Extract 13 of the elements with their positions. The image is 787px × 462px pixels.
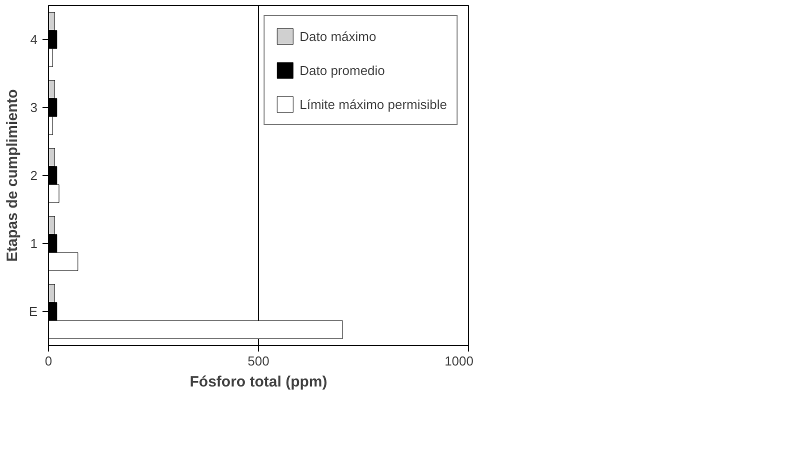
legend-label: Límite máximo permisible [300,96,447,112]
legend-label: Dato máximo [300,28,376,44]
y-tick-label: 3 [30,100,38,115]
x-tick-label: 0 [44,354,52,368]
y-tick-label: E [28,304,38,319]
legend-label: Dato promedio [300,62,385,78]
x-axis-title: Fósforo total (ppm) [190,374,328,390]
x-tick-label: 1000 [444,354,474,368]
y-tick-label: 1 [30,236,38,251]
y-axis-title: Etapas de cumplimiento [4,89,21,262]
x-tick-label: 500 [248,354,270,368]
y-tick-label: 2 [30,168,38,183]
y-tick-label: 4 [30,32,38,47]
